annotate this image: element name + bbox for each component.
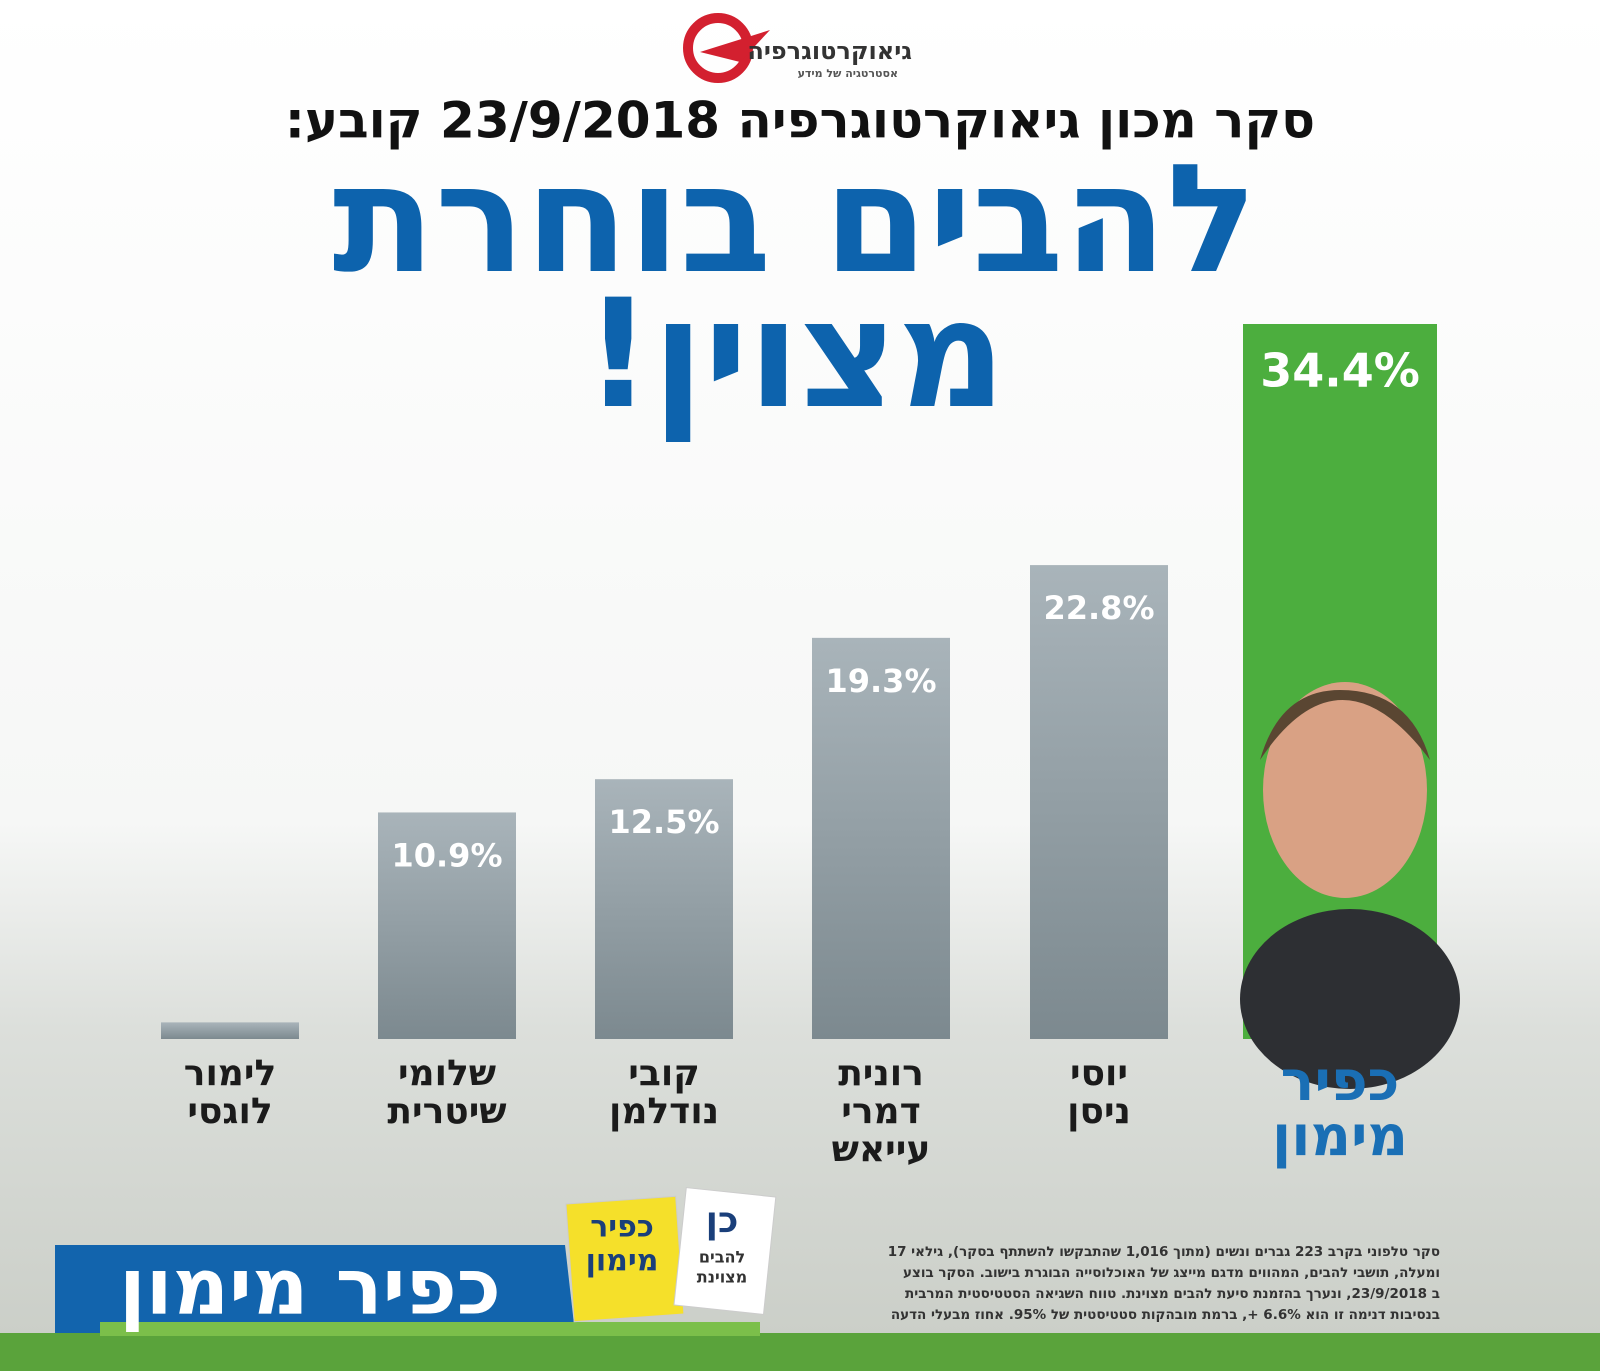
value-label: 22.8% (1043, 589, 1154, 627)
photo-hair (1260, 690, 1430, 760)
ballot-name: מימון (586, 1244, 659, 1279)
bar (595, 779, 733, 1039)
value-label: 19.3% (825, 662, 936, 700)
category-label: לימור (184, 1053, 276, 1094)
green-strip (0, 1333, 1600, 1371)
value-label: 12.5% (608, 803, 719, 841)
ballot-yes: כן (706, 1200, 739, 1241)
banner-box (55, 1245, 575, 1333)
footnote-line: סקר טלפוני בקרב 223 גברים ונשים (מתוך 1,… (888, 1244, 1440, 1260)
ballot-list: מצוינת (697, 1268, 747, 1287)
category-label: כפיר (1281, 1049, 1400, 1114)
bar (1030, 565, 1168, 1039)
logo-swoosh (700, 30, 770, 62)
footnote-line: ב 23/9/2018, ונערך בהזמנת סיעת להבים מצו… (905, 1286, 1440, 1302)
value-label: 10.9% (391, 836, 502, 874)
category-label: שלומי (398, 1053, 496, 1094)
bar (161, 1022, 299, 1039)
bar (378, 812, 516, 1039)
category-label: נודלמן (609, 1091, 719, 1132)
category-label: שיטרית (387, 1091, 506, 1132)
ballot-white (673, 1187, 777, 1315)
category-label: לוגסי (187, 1091, 272, 1132)
category-label: קובי (628, 1053, 699, 1094)
category-label: רונית (838, 1053, 924, 1094)
subtitle: סקר מכון גיאוקרטוגרפיה 23/9/2018 קובע: (285, 92, 1315, 150)
logo-tagline: אסטרטגיה של מידע (798, 67, 898, 80)
photo-face (1263, 682, 1427, 898)
ballot-name: כפיר (590, 1210, 654, 1245)
ballot-list: להבים (699, 1248, 745, 1267)
banner-text: כפיר מימון (119, 1242, 501, 1332)
category-label: יוסי (1070, 1053, 1128, 1094)
title-line: להבים בוחרת (333, 133, 1258, 307)
category-label: ניסן (1067, 1091, 1131, 1132)
category-label: עייאש (832, 1129, 931, 1170)
footnote-line: ומעלה, תושבי להבים, המהווים מדגם מייצג ש… (903, 1265, 1440, 1281)
title-line: מצוין! (584, 268, 1006, 442)
category-label: מימון (1272, 1104, 1408, 1169)
footnote-line: בנסיבות דנימה זו הוא 6.6% +, ברמת מובהקו… (891, 1307, 1440, 1323)
photo-shoulders (1240, 909, 1460, 1089)
category-label: דמרי (841, 1091, 921, 1132)
banner-underline (100, 1322, 760, 1336)
bar (812, 637, 950, 1039)
value-label: 34.4% (1260, 344, 1420, 398)
logo-name: גיאוקרטוגרפיה (747, 37, 912, 65)
